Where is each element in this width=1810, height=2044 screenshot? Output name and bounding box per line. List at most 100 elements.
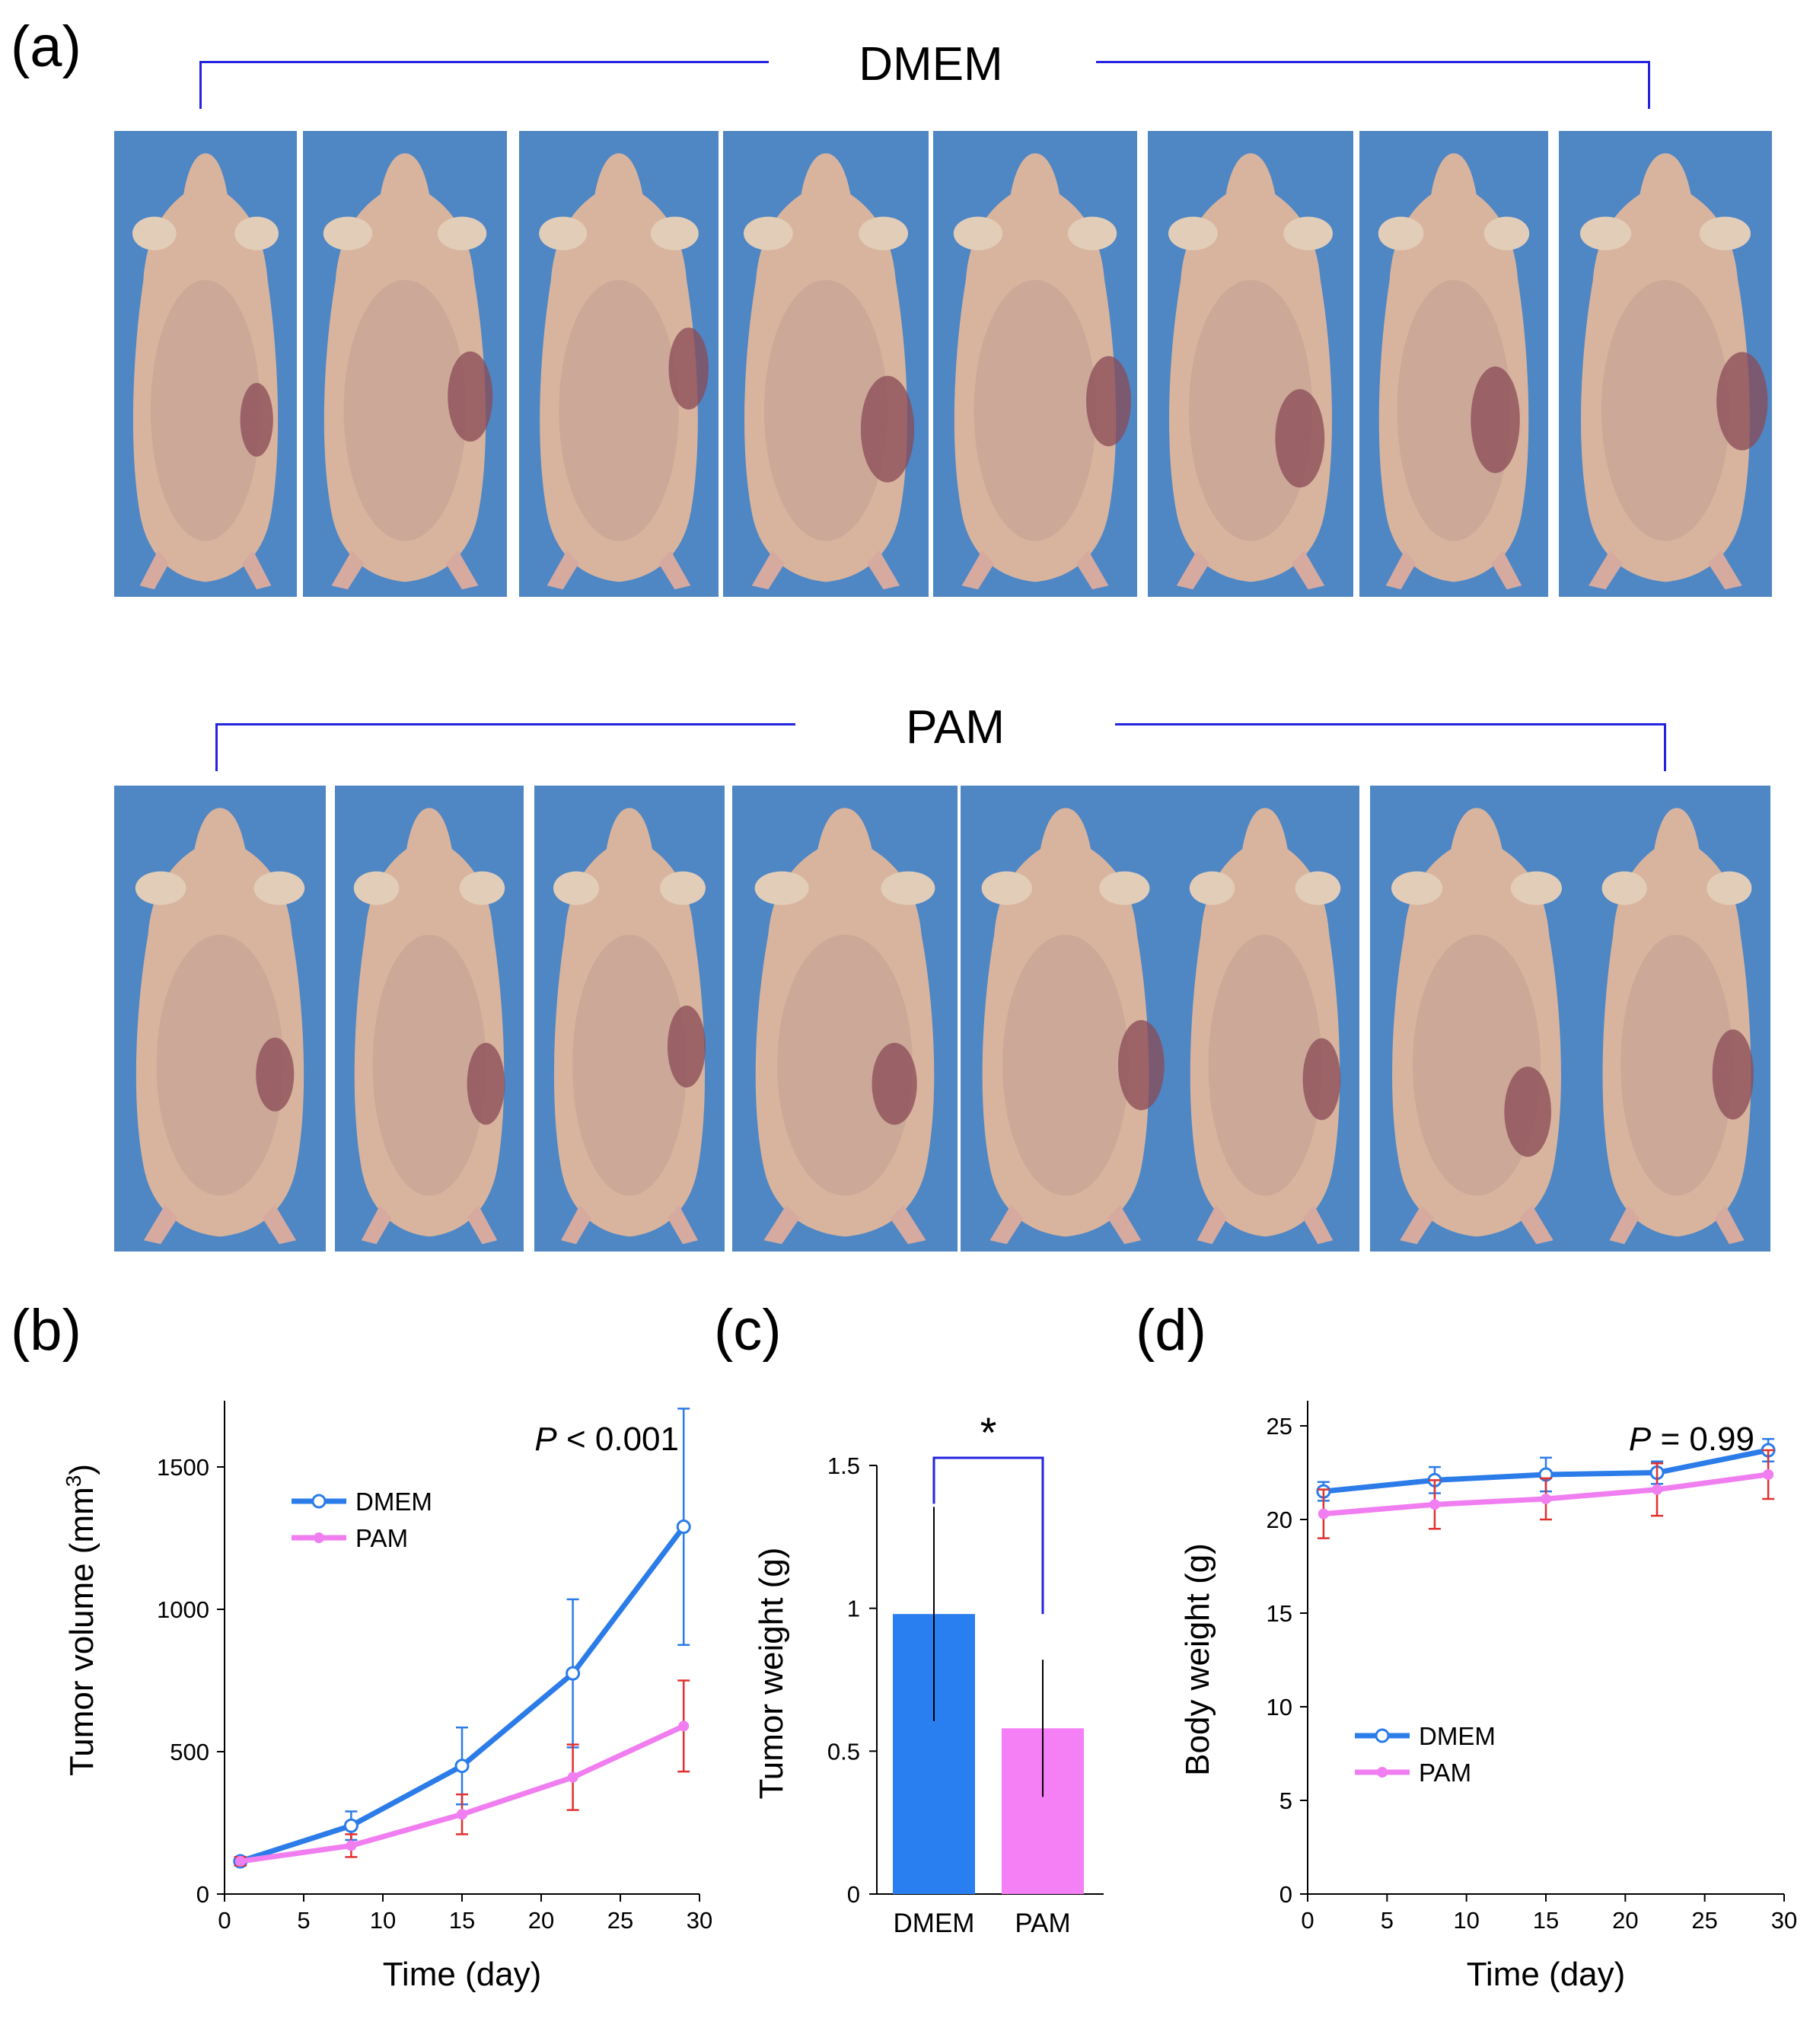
tumor [256,1037,295,1111]
mouse-body [1378,153,1529,582]
tumor [1275,389,1325,488]
legend-marker [314,1532,324,1543]
dmem-bracket-gap [769,58,1096,65]
right-hind-leg [668,1204,698,1245]
mouse-shading [372,934,486,1196]
left-ear [323,216,373,250]
left-hind-leg [763,1204,800,1245]
mouse-shading [343,279,467,541]
mouse-shading [764,279,887,541]
tumor [1302,1038,1341,1121]
mouse-body [354,808,505,1237]
y-tick-label: 5 [1279,1787,1292,1814]
x-tick-label: 0 [218,1907,231,1934]
left-ear [135,871,186,905]
pam-data-point [234,1855,246,1867]
left-hind-leg [1400,1204,1434,1245]
right-ear [459,871,505,905]
mouse-shading [1397,279,1511,541]
right-hind-leg [445,550,479,590]
y-tick-label: 500 [170,1739,209,1765]
left-ear [754,871,809,905]
tumor [668,1005,706,1088]
pam-data-point [1652,1484,1663,1495]
tumor [1118,1019,1165,1111]
dmem-mouse-photo-image [519,131,719,597]
p-value-annotation: P < 0.001 [534,1421,679,1458]
x-tick-label: 5 [297,1907,310,1934]
left-hind-leg [361,1204,392,1245]
dmem-group-title: DMEM [859,38,1003,91]
panel-b-label: (b) [11,1298,81,1363]
x-tick-label: 20 [528,1907,554,1934]
right-hind-leg [467,1204,498,1245]
right-ear [1706,871,1752,905]
left-ear [953,216,1003,250]
left-hind-leg [547,550,579,590]
left-hind-leg [751,550,785,590]
x-tick-label: 15 [1533,1907,1559,1934]
pam-data-point [678,1720,690,1732]
dmem-data-point [566,1666,581,1681]
left-hind-leg [139,550,169,590]
mouse-body [135,808,304,1237]
pam-mouse-photo [1370,786,1583,1252]
mouse-shading [1002,934,1129,1196]
pam-data-point [1541,1493,1551,1504]
dmem-mouse-photo [519,131,719,597]
legend-marker [1375,1728,1390,1743]
panel-a-label: (a) [11,14,81,79]
category-label-dmem: DMEM [894,1908,975,1938]
panel-c-label: (c) [714,1298,782,1363]
mouse-shading [974,279,1097,541]
right-ear [1283,216,1333,250]
y-tick-label: 0 [196,1881,209,1908]
right-ear [1067,216,1117,250]
legend-marker [311,1494,327,1509]
legend-label-pam: PAM [1419,1759,1471,1787]
y-tick-label: 0 [847,1881,860,1908]
right-ear [437,216,487,250]
left-ear [1601,871,1647,905]
pam-mouse-photo-image [1370,786,1583,1252]
tumor [1504,1067,1551,1157]
y-tick-label: 15 [1267,1600,1292,1627]
left-ear [1580,216,1632,250]
p-value-annotation: P = 0.99 [1629,1421,1754,1458]
right-hind-leg [262,1204,297,1245]
left-hind-leg [989,1204,1024,1245]
dmem-mouse-photo [303,131,507,597]
left-ear [353,871,400,905]
left-hind-leg [561,1204,591,1245]
pam-mouse-photo-image [732,786,958,1252]
left-ear [1391,871,1443,905]
pam-data-point [567,1771,578,1783]
dmem-data-point [454,1759,470,1774]
mouse-shading [777,934,913,1196]
pam-bracket-gap [795,720,1115,728]
pam-mouse-photo [732,786,958,1252]
right-ear [1699,216,1751,250]
pam-data-point [1318,1508,1329,1519]
right-hind-leg [890,1204,926,1245]
pam-mouse-photo [534,786,725,1252]
right-hind-leg [1519,1204,1553,1245]
y-tick-label: 1000 [157,1596,209,1623]
x-tick-label: 30 [687,1907,712,1934]
right-ear [1099,871,1150,905]
right-hind-leg [1292,550,1325,590]
left-ear [744,216,793,250]
legend-label-pam: PAM [355,1524,408,1552]
y-tick-label: 0 [1279,1881,1292,1908]
pam-mouse-photo [114,786,326,1252]
right-ear [1510,871,1562,905]
right-hind-leg [867,550,900,590]
mouse-body [323,153,486,582]
right-ear [660,871,706,905]
tumor [1716,352,1768,451]
mouse-body [982,808,1149,1237]
left-ear [539,216,588,250]
dmem-mouse-photo [723,131,929,597]
significance-bracket [932,1456,1044,1615]
mouse-body [1190,808,1340,1237]
